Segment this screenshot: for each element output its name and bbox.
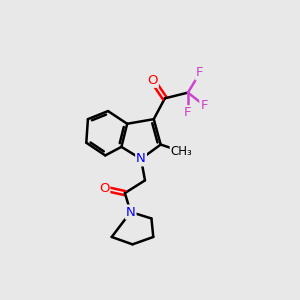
Text: F: F <box>196 67 204 80</box>
Text: N: N <box>136 152 146 165</box>
Text: O: O <box>99 182 109 195</box>
Text: N: N <box>126 206 136 218</box>
Text: F: F <box>200 99 208 112</box>
Text: O: O <box>147 74 158 87</box>
Text: F: F <box>184 106 192 119</box>
Text: CH₃: CH₃ <box>171 145 192 158</box>
